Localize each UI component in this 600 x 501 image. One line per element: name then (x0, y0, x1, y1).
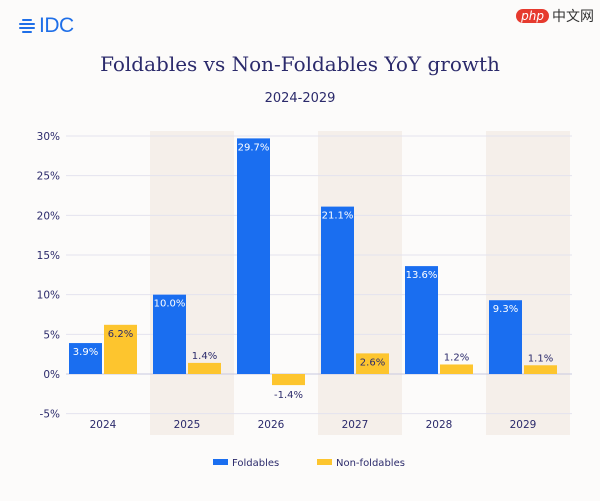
bar-foldables-2029 (489, 300, 522, 374)
bar-non-foldables-2026 (272, 374, 305, 386)
y-tick-label: 10% (37, 290, 60, 302)
chart-title: Foldables vs Non-Foldables YoY growth (100, 52, 500, 76)
data-label: 29.7% (238, 142, 270, 153)
data-label: 1.4% (192, 351, 217, 362)
y-tick-label: 20% (37, 210, 60, 222)
legend-label: Non-foldables (336, 458, 405, 469)
data-label: 21.1% (322, 211, 354, 222)
data-label: 10.0% (154, 299, 186, 310)
data-label: -1.4% (274, 390, 303, 401)
legend-label: Foldables (232, 458, 279, 469)
data-label: 3.9% (73, 347, 98, 358)
data-label: 1.1% (528, 353, 553, 364)
watermark: php 中文网 (516, 6, 594, 26)
globe-icon (19, 19, 35, 33)
bar-non-foldables-2024 (104, 324, 137, 374)
shaded-band-2029 (486, 131, 570, 435)
bar-non-foldables-2025 (188, 362, 221, 374)
y-tick-label: 15% (37, 250, 60, 262)
x-tick-label: 2029 (510, 419, 537, 431)
data-label: 6.2% (108, 329, 133, 340)
x-tick-label: 2026 (258, 419, 285, 431)
data-label: 13.6% (406, 270, 438, 281)
bar-foldables-2027 (321, 206, 354, 374)
data-label: 2.6% (360, 357, 385, 368)
x-tick-label: 2024 (90, 419, 117, 431)
bar-foldables-2028 (405, 266, 438, 374)
bar-foldables-2025 (153, 294, 186, 374)
legend-swatch-0 (213, 459, 228, 465)
y-tick-label: -5% (40, 409, 60, 421)
bar-non-foldables-2029 (524, 365, 557, 374)
legend-swatch-1 (317, 459, 332, 465)
x-tick-label: 2027 (342, 419, 369, 431)
y-tick-label: 30% (37, 131, 60, 143)
bar-foldables-2024 (69, 343, 102, 374)
watermark-text: 中文网 (552, 9, 594, 25)
y-tick-label: 5% (43, 329, 60, 341)
watermark-badge: php (516, 9, 549, 23)
shaded-band-2025 (150, 131, 234, 435)
chart-subtitle: 2024-2029 (264, 91, 336, 106)
idc-logo: IDC (18, 14, 74, 38)
x-tick-label: 2025 (174, 419, 201, 431)
bar-non-foldables-2028 (440, 364, 473, 374)
data-label: 9.3% (493, 304, 518, 315)
logo-text: IDC (39, 14, 74, 37)
y-tick-label: 0% (43, 369, 60, 381)
x-tick-label: 2028 (426, 419, 453, 431)
bar-foldables-2026 (237, 138, 270, 374)
bar-non-foldables-2027 (356, 353, 389, 374)
data-label: 1.2% (444, 352, 469, 363)
y-tick-label: 25% (37, 171, 60, 183)
